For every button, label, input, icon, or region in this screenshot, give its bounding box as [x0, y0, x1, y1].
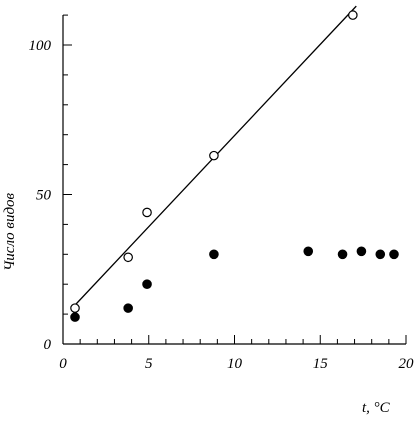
- tick-labels: 0 5 10 15 20 0 50 100: [29, 38, 415, 372]
- open-circle-point: [142, 207, 152, 218]
- x-tick-label: 15: [313, 356, 329, 372]
- x-axis-label: t, °C: [362, 400, 391, 416]
- filled-circle-point: [209, 249, 219, 260]
- filled-circle-point: [356, 246, 367, 257]
- ticks: [62, 14, 407, 345]
- filled-circle-point: [375, 249, 386, 260]
- y-axis-label: Число видов: [2, 192, 18, 271]
- y-tick-label: 50: [36, 188, 52, 204]
- open-circle-point: [123, 252, 133, 263]
- filled-circle-point: [337, 249, 348, 260]
- x-tick-label: 20: [399, 356, 415, 372]
- open-circle-point: [348, 10, 358, 20]
- x-tick-label: 10: [227, 356, 243, 372]
- filled-circle-point: [70, 312, 80, 322]
- y-tick-label: 100: [29, 38, 52, 54]
- points: [70, 10, 399, 322]
- filled-circle-point: [389, 249, 399, 260]
- x-tick-label: 0: [59, 356, 67, 372]
- open-circle-point: [70, 303, 80, 313]
- filled-circle-point: [142, 279, 152, 289]
- x-tick-label: 5: [145, 356, 153, 372]
- filled-circle-point: [123, 303, 133, 313]
- filled-circle-point: [303, 246, 314, 257]
- open-circle-point: [209, 150, 219, 161]
- y-tick-label: 0: [44, 337, 52, 353]
- axes: [62, 15, 406, 345]
